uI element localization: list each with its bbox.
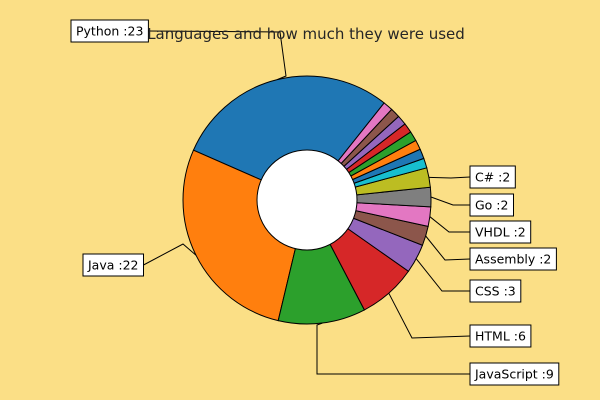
leader-line-go [430, 196, 470, 206]
leader-line-javascript [316, 322, 470, 375]
leader-line-vhdl [429, 216, 470, 233]
label-box-css [469, 279, 522, 303]
label-box-html [469, 324, 532, 348]
label-box-javascript [469, 362, 560, 386]
label-box-vhdl [469, 220, 532, 244]
chart-title: Languages and how much they were used [147, 25, 465, 43]
donut-hole [256, 149, 358, 251]
label-python: Python :23 [76, 24, 143, 39]
label-css: CSS :3 [475, 284, 516, 299]
label-vhdl: VHDL :2 [475, 225, 526, 240]
label-assembly: Assembly :2 [475, 252, 551, 267]
label-html: HTML :6 [475, 329, 526, 344]
label-box-python [70, 19, 149, 43]
label-box-go [469, 193, 514, 217]
label-java: Java :22 [87, 258, 139, 273]
labels-group: Python :23 Java :22 JavaScript :9 HTML :6 CS… [70, 19, 560, 386]
leader-line-python [148, 30, 287, 81]
label-box-java [82, 253, 144, 277]
leader-line-java [143, 243, 197, 266]
leader-line-css [415, 258, 470, 292]
label-c-: C# :2 [475, 170, 510, 185]
leader-line-c- [428, 176, 471, 179]
leader-line-html [388, 292, 471, 339]
label-go: Go :2 [475, 198, 508, 213]
label-box-assembly [469, 247, 557, 271]
leader-line-assembly [425, 235, 471, 261]
label-box-c- [469, 165, 516, 189]
label-javascript: JavaScript :9 [474, 367, 554, 382]
slice-python [192, 75, 385, 201]
